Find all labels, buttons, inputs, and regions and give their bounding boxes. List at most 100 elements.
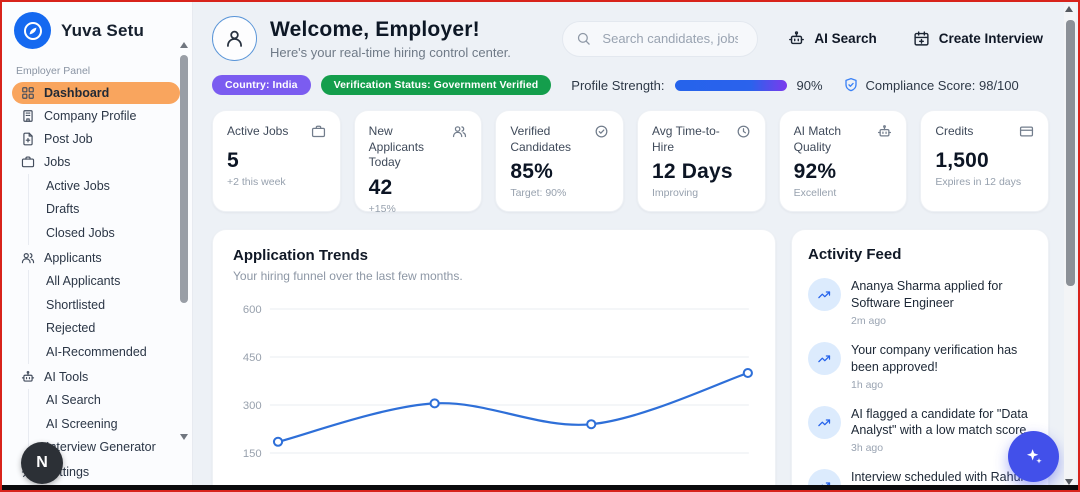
compass-logo-icon bbox=[21, 19, 45, 43]
stat-card-subtext: Excellent bbox=[793, 187, 837, 200]
sidebar-item-drafts[interactable]: Drafts bbox=[46, 202, 80, 217]
profile-strength-bar bbox=[674, 79, 787, 91]
stat-card-value: 1,500 bbox=[935, 148, 989, 172]
trending-up-icon bbox=[808, 405, 841, 439]
sidebar-item-jobs[interactable]: Jobs bbox=[12, 151, 180, 173]
sidebar-item-ai-recommended[interactable]: AI-Recommended bbox=[46, 344, 147, 359]
grid-icon bbox=[21, 86, 35, 100]
building-icon bbox=[21, 109, 35, 123]
page-title: Welcome, Employer! bbox=[270, 17, 480, 41]
ai-search-button[interactable]: AI Search bbox=[782, 29, 882, 48]
scroll-up-icon[interactable] bbox=[1065, 6, 1073, 12]
chart-y-tick-label: 300 bbox=[243, 400, 262, 412]
chart-y-tick-label: 150 bbox=[243, 448, 262, 460]
sidebar-item-interview-generator[interactable]: Interview Generator bbox=[46, 440, 156, 455]
bottom-border-bar bbox=[2, 485, 1078, 490]
stat-card-title: Verified Candidates bbox=[510, 124, 572, 154]
sidebar-item-label: AI Tools bbox=[44, 369, 89, 384]
sidebar-scrollbar[interactable] bbox=[179, 40, 190, 440]
stat-card-new-applicants-today: New Applicants Today 42 +15% bbox=[353, 110, 483, 215]
profile-strength-value: 90% bbox=[796, 77, 823, 93]
user-icon bbox=[224, 28, 245, 49]
trending-up-icon bbox=[808, 278, 841, 311]
stat-card-value: 42 bbox=[368, 175, 393, 199]
briefcase-icon bbox=[311, 124, 326, 144]
scroll-down-icon[interactable] bbox=[180, 434, 188, 440]
chart-data-point[interactable] bbox=[586, 419, 597, 430]
create-interview-button[interactable]: Create Interview bbox=[907, 29, 1049, 48]
feed-item-text: Your company verification has been appro… bbox=[851, 342, 1018, 374]
file-plus-icon bbox=[21, 132, 35, 146]
sidebar-subgroup-jobs: Active Jobs Drafts Closed Jobs bbox=[28, 174, 180, 245]
overlay-avatar-badge[interactable]: N bbox=[21, 442, 63, 484]
window-scrollbar[interactable] bbox=[1064, 4, 1076, 485]
sidebar-item-label: Jobs bbox=[44, 155, 71, 169]
sidebar-item-company-profile[interactable]: Company Profile bbox=[12, 105, 180, 127]
chart-data-point[interactable] bbox=[429, 398, 440, 409]
chart-line-series bbox=[277, 371, 749, 443]
page-subtitle: Here's your real-time hiring control cen… bbox=[270, 44, 511, 60]
sidebar-item-active-jobs[interactable]: Active Jobs bbox=[46, 178, 110, 193]
sidebar-item-ai-screening[interactable]: AI Screening bbox=[46, 416, 118, 431]
stat-card-value: 92% bbox=[793, 160, 837, 184]
feed-item-text: Interview scheduled with Rahul Verma for… bbox=[851, 470, 1024, 485]
sidebar-item-label: Post Job bbox=[44, 132, 93, 146]
stat-card-title: Avg Time-to-Hire bbox=[652, 124, 720, 154]
feed-item[interactable]: Your company verification has been appro… bbox=[808, 341, 1032, 391]
stat-card-title: AI Match Quality bbox=[793, 124, 842, 154]
stat-card-title: Credits bbox=[935, 124, 974, 138]
search-input-wrapper[interactable] bbox=[562, 20, 759, 57]
feed-item-time: 1h ago bbox=[851, 378, 884, 391]
ai-assistant-fab[interactable] bbox=[1008, 431, 1059, 482]
feed-item[interactable]: Interview scheduled with Rahul Verma for… bbox=[808, 469, 1032, 485]
sidebar-item-applicants[interactable]: Applicants bbox=[12, 247, 180, 269]
stat-card-credits: Credits 1,500 Expires in 12 days bbox=[920, 110, 1049, 212]
feed-item[interactable]: Ananya Sharma applied for Software Engin… bbox=[808, 278, 1032, 327]
sidebar-item-rejected[interactable]: Rejected bbox=[46, 321, 96, 336]
stat-card-subtext: +2 this week bbox=[227, 175, 286, 188]
sidebar-nav: Dashboard Company Profile Post Job Jobs Acti… bbox=[2, 82, 192, 490]
stat-card-value: 12 Days bbox=[652, 160, 733, 184]
credit-card-icon bbox=[1019, 124, 1034, 144]
sidebar-item-shortlisted[interactable]: Shortlisted bbox=[46, 297, 106, 312]
sidebar-item-all-applicants[interactable]: All Applicants bbox=[46, 274, 121, 289]
sidebar-item-dashboard[interactable]: Dashboard bbox=[12, 82, 180, 104]
scroll-down-icon[interactable] bbox=[1065, 479, 1073, 485]
stat-cards-row: Active Jobs 5 +2 this week New Applicants T… bbox=[212, 110, 1049, 215]
chart-data-point[interactable] bbox=[272, 436, 284, 447]
sparkles-icon bbox=[1023, 446, 1044, 467]
stat-card-subtext: Target: 90% bbox=[510, 187, 567, 200]
sidebar-scrollbar-thumb[interactable] bbox=[180, 55, 188, 303]
main-content: Welcome, Employer! Here's your real-time… bbox=[194, 2, 1065, 485]
sidebar-item-ai-search[interactable]: AI Search bbox=[46, 393, 101, 408]
feed-item-text: Ananya Sharma applied for Software Engin… bbox=[851, 279, 1003, 310]
sidebar-section-label: Employer Panel bbox=[16, 65, 91, 77]
activity-feed-title: Activity Feed bbox=[808, 246, 902, 263]
sidebar: Yuva Setu Employer Panel Dashboard Compan… bbox=[2, 2, 193, 490]
sidebar-item-ai-tools[interactable]: AI Tools bbox=[12, 366, 180, 388]
briefcase-icon bbox=[21, 155, 35, 169]
brand-row: Yuva Setu bbox=[2, 2, 192, 55]
create-interview-label: Create Interview bbox=[938, 31, 1043, 46]
sidebar-item-post-job[interactable]: Post Job bbox=[12, 128, 180, 150]
chart-data-point[interactable] bbox=[742, 368, 753, 378]
feed-item[interactable]: AI flagged a candidate for "Data Analyst… bbox=[808, 405, 1032, 455]
shield-check-icon bbox=[843, 77, 859, 93]
app-logo bbox=[14, 12, 51, 49]
status-bar: Country: India Verification Status: Gove… bbox=[212, 75, 1049, 95]
scroll-up-icon[interactable] bbox=[180, 42, 188, 48]
feed-item-time: 3h ago bbox=[851, 442, 884, 455]
chart-title: Application Trends bbox=[233, 247, 369, 264]
stat-card-subtext: Improving bbox=[652, 187, 699, 200]
feed-item-text: AI flagged a candidate for "Data Analyst… bbox=[851, 406, 1030, 438]
page-header: Welcome, Employer! Here's your real-time… bbox=[212, 16, 1049, 61]
window-scrollbar-thumb[interactable] bbox=[1065, 20, 1075, 286]
stat-card-active-jobs: Active Jobs 5 +2 this week bbox=[212, 110, 341, 212]
sidebar-subgroup-applicants: All Applicants Shortlisted Rejected AI-Reco… bbox=[28, 269, 180, 364]
sidebar-item-label: Company Profile bbox=[44, 109, 137, 123]
feed-item-time: 2m ago bbox=[851, 314, 887, 327]
profile-strength-label: Profile Strength: bbox=[571, 77, 665, 93]
chart-y-tick-label: 450 bbox=[243, 352, 262, 364]
search-input[interactable] bbox=[600, 30, 741, 47]
sidebar-item-closed-jobs[interactable]: Closed Jobs bbox=[46, 225, 115, 240]
